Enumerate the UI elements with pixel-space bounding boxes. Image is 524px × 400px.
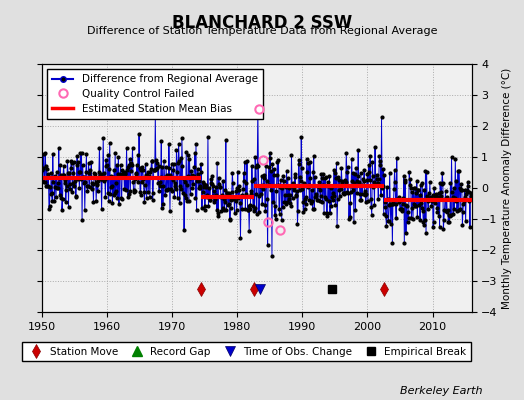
Legend: Station Move, Record Gap, Time of Obs. Change, Empirical Break: Station Move, Record Gap, Time of Obs. C…	[22, 342, 471, 361]
Text: BLANCHARD 2 SSW: BLANCHARD 2 SSW	[172, 14, 352, 32]
Text: Difference of Station Temperature Data from Regional Average: Difference of Station Temperature Data f…	[87, 26, 437, 36]
Y-axis label: Monthly Temperature Anomaly Difference (°C): Monthly Temperature Anomaly Difference (…	[502, 67, 512, 309]
Legend: Difference from Regional Average, Quality Control Failed, Estimated Station Mean: Difference from Regional Average, Qualit…	[47, 69, 263, 119]
Text: Berkeley Earth: Berkeley Earth	[400, 386, 482, 396]
